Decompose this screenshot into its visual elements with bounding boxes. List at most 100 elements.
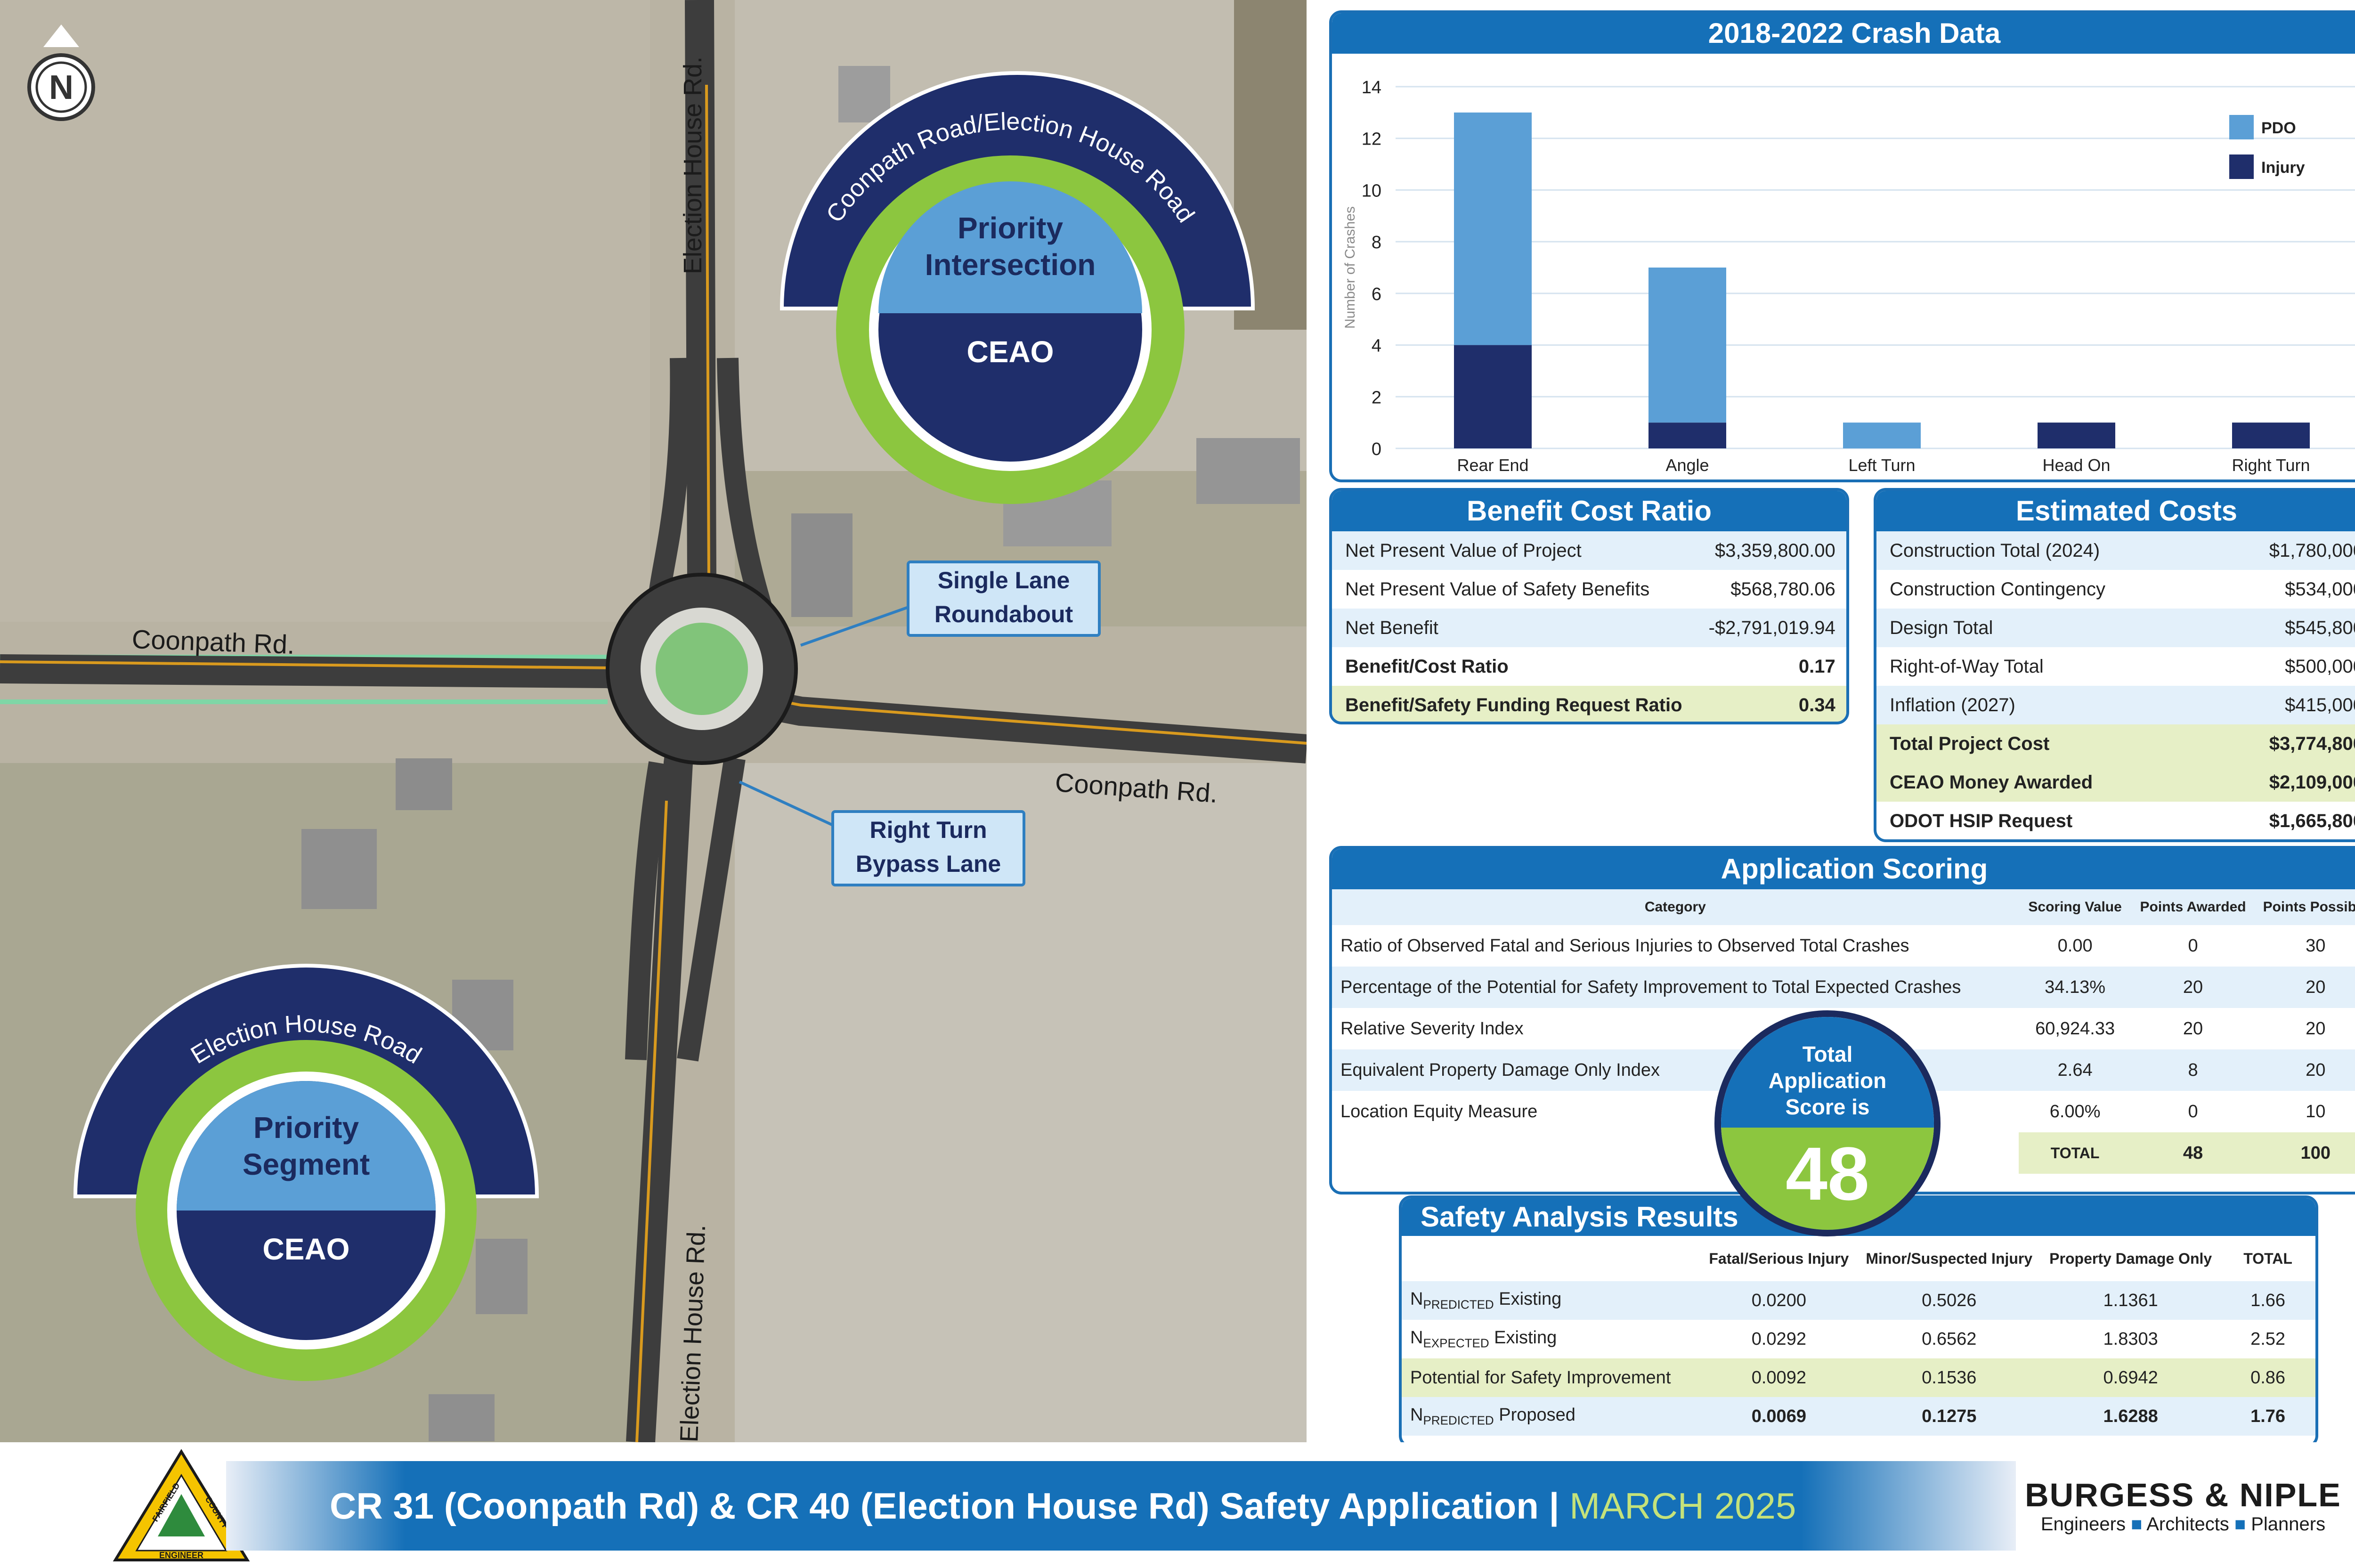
- score-value: 34.13%: [2018, 967, 2132, 1008]
- points-awarded: 20: [2131, 967, 2255, 1008]
- score-badge-label: Total Application Score is: [1714, 1041, 1941, 1120]
- road-label-coonpath-west: Coonpath Rd.: [131, 624, 295, 660]
- n-subscript: PREDICTED: [1423, 1297, 1494, 1312]
- y-tick-label: 10: [1362, 181, 1381, 201]
- segment-priority-line2: Segment: [242, 1147, 370, 1181]
- callout-roundabout: Single Lane Roundabout: [907, 561, 1101, 637]
- intersection-priority-text: Priority Intersection: [878, 210, 1142, 283]
- callout-roundabout-line1: Single Lane: [937, 567, 1070, 593]
- cost-value: $534,000: [2285, 578, 2355, 600]
- row-label: Existing: [1489, 1327, 1557, 1348]
- company-tagline: Engineers ■ Architects ■ Planners: [2018, 1512, 2348, 1536]
- table-row: Construction Total (2024) $1,780,000: [1876, 531, 2355, 570]
- company-name: BURGESS & NIPLE: [2025, 1477, 2341, 1513]
- y-tick-label: 14: [1362, 78, 1381, 97]
- points-awarded: 8: [2131, 1049, 2255, 1091]
- segment-priority-text: Priority Segment: [177, 1109, 436, 1183]
- bar-injury: [1454, 345, 1532, 448]
- cost-label: Construction Total (2024): [1876, 531, 2210, 570]
- cost-value: $500,000: [2285, 656, 2355, 677]
- bcr-value: $568,780.06: [1730, 578, 1835, 600]
- table-row: Net Benefit -$2,791,019.94: [1332, 609, 1846, 647]
- bcr-label: Net Present Value of Project: [1332, 531, 1696, 570]
- legend-label: Injury: [2261, 159, 2305, 177]
- benefit-cost-panel: Benefit Cost Ratio Net Present Value of …: [1329, 488, 1849, 724]
- column-header: Category: [1332, 889, 2019, 925]
- county-seal-icon: FAIRFIELD COUNTY ENGINEER: [113, 1449, 250, 1561]
- table-row: Percentage of the Potential for Safety I…: [1332, 967, 2355, 1008]
- score-value: 0.00: [2057, 935, 2093, 956]
- pdo-value: 1.8303: [2103, 1329, 2158, 1349]
- road-label-election-north: Election House Rd.: [679, 56, 707, 275]
- tagline-separator-icon: ■: [2131, 1514, 2143, 1535]
- footer-title-separator: |: [1538, 1485, 1570, 1527]
- estimated-costs-table: Construction Total (2024) $1,780,000 Cons…: [1876, 531, 2355, 839]
- column-header: TOTAL: [2243, 1250, 2292, 1267]
- bcr-value: 0.17: [1798, 656, 1835, 677]
- total-score-badge: Total Application Score is 48: [1714, 1010, 1941, 1236]
- minor-suspected-value: 0.1536: [1857, 1358, 2041, 1397]
- row-label: Existing: [1494, 1289, 1562, 1309]
- table-row: Total Project Cost $3,774,800: [1876, 724, 2355, 763]
- tagline-engineers: Engineers: [2040, 1514, 2126, 1535]
- total-value: 1.66: [2220, 1281, 2315, 1320]
- score-badge-bottom: [1721, 1128, 1934, 1230]
- fatal-serious-value: 0.0069: [1700, 1397, 1858, 1436]
- score-category: Relative Severity Index: [1340, 1018, 1524, 1039]
- cost-value: $3,774,800: [2210, 724, 2355, 763]
- bar-injury: [1648, 422, 1726, 448]
- table-row: NPREDICTED Proposed 0.0069 0.1275 1.6288…: [1402, 1397, 2315, 1436]
- safety-analysis-table: Fatal/Serious Injury Minor/Suspected Inj…: [1402, 1236, 2315, 1436]
- crash-data-title: 2018-2022 Crash Data: [1332, 13, 2355, 54]
- row-label: Proposed: [1494, 1405, 1575, 1425]
- cost-value: $1,780,000: [2210, 531, 2355, 570]
- estimated-costs-panel: Estimated Costs Construction Total (2024…: [1874, 488, 2355, 842]
- y-tick-label: 6: [1372, 284, 1381, 304]
- cost-value: $545,800: [2210, 609, 2355, 647]
- bcr-label: Benefit/Safety Funding Request Ratio: [1332, 686, 1696, 722]
- safety-row-label: Potential for Safety Improvement: [1402, 1358, 1701, 1397]
- points-possible: 20: [2254, 967, 2355, 1008]
- table-header-row: Category Scoring Value Points Awarded Po…: [1332, 889, 2355, 925]
- segment-priority-line1: Priority: [253, 1111, 359, 1145]
- bcr-value: $3,359,800.00: [1695, 531, 1846, 570]
- tagline-architects: Architects: [2146, 1514, 2229, 1535]
- bar-injury: [2038, 422, 2115, 448]
- intersection-priority-line2: Intersection: [925, 248, 1096, 282]
- total-value: 1.76: [2220, 1397, 2315, 1436]
- total-awarded: 48: [2131, 1132, 2255, 1174]
- footer-title: CR 31 (Coonpath Rd) & CR 40 (Election Ho…: [330, 1461, 1796, 1551]
- n-symbol: N: [1410, 1327, 1423, 1348]
- n-subscript: PREDICTED: [1423, 1413, 1494, 1428]
- tagline-planners: Planners: [2251, 1514, 2326, 1535]
- intersection-ceao-text: CEAO: [966, 335, 1054, 369]
- table-header-row: Fatal/Serious Injury Minor/Suspected Inj…: [1402, 1236, 2315, 1281]
- score-value: 6.00%: [2049, 1101, 2101, 1121]
- site-map[interactable]: Coonpath Road/Election House Road Electi…: [0, 0, 1307, 1442]
- cost-label: Construction Contingency: [1890, 578, 2106, 600]
- table-row: NPREDICTED Existing 0.0200 0.5026 1.1361…: [1402, 1281, 2315, 1320]
- total-value: 0.86: [2220, 1358, 2315, 1397]
- pdo-value: 1.1361: [2041, 1281, 2221, 1320]
- score-badge-top: [1721, 1017, 1934, 1128]
- cost-label: CEAO Money Awarded: [1876, 763, 2210, 802]
- score-category: Ratio of Observed Fatal and Serious Inju…: [1340, 935, 1909, 956]
- column-header: Points Possible: [2254, 889, 2355, 925]
- bcr-label: Net Present Value of Safety Benefits: [1345, 578, 1650, 600]
- seal-text-3: ENGINEER: [159, 1551, 203, 1560]
- footer-title-main: CR 31 (Coonpath Rd) & CR 40 (Election Ho…: [330, 1485, 1539, 1527]
- table-row: Net Present Value of Safety Benefits $56…: [1332, 570, 1846, 609]
- score-category: Location Equity Measure: [1340, 1101, 1538, 1121]
- callout-bypass-line2: Bypass Lane: [855, 851, 1001, 877]
- y-axis-label: Number of Crashes: [1342, 206, 1358, 329]
- table-row: Right-of-Way Total $500,000: [1876, 647, 2355, 686]
- bcr-value: -$2,791,019.94: [1695, 609, 1846, 647]
- north-arrow-icon: [27, 24, 95, 121]
- total-value: 2.52: [2250, 1329, 2286, 1349]
- total-possible: 100: [2254, 1132, 2355, 1174]
- footer: FAIRFIELD COUNTY ENGINEER CR 31 (Coonpat…: [0, 1442, 2355, 1568]
- company-logo: BURGESS & NIPLE Engineers ■ Architects ■…: [2018, 1478, 2348, 1536]
- footer-band: [226, 1461, 2016, 1551]
- fatal-serious-value: 0.0092: [1700, 1358, 1858, 1397]
- bcr-label: Benefit/Cost Ratio: [1345, 656, 1509, 677]
